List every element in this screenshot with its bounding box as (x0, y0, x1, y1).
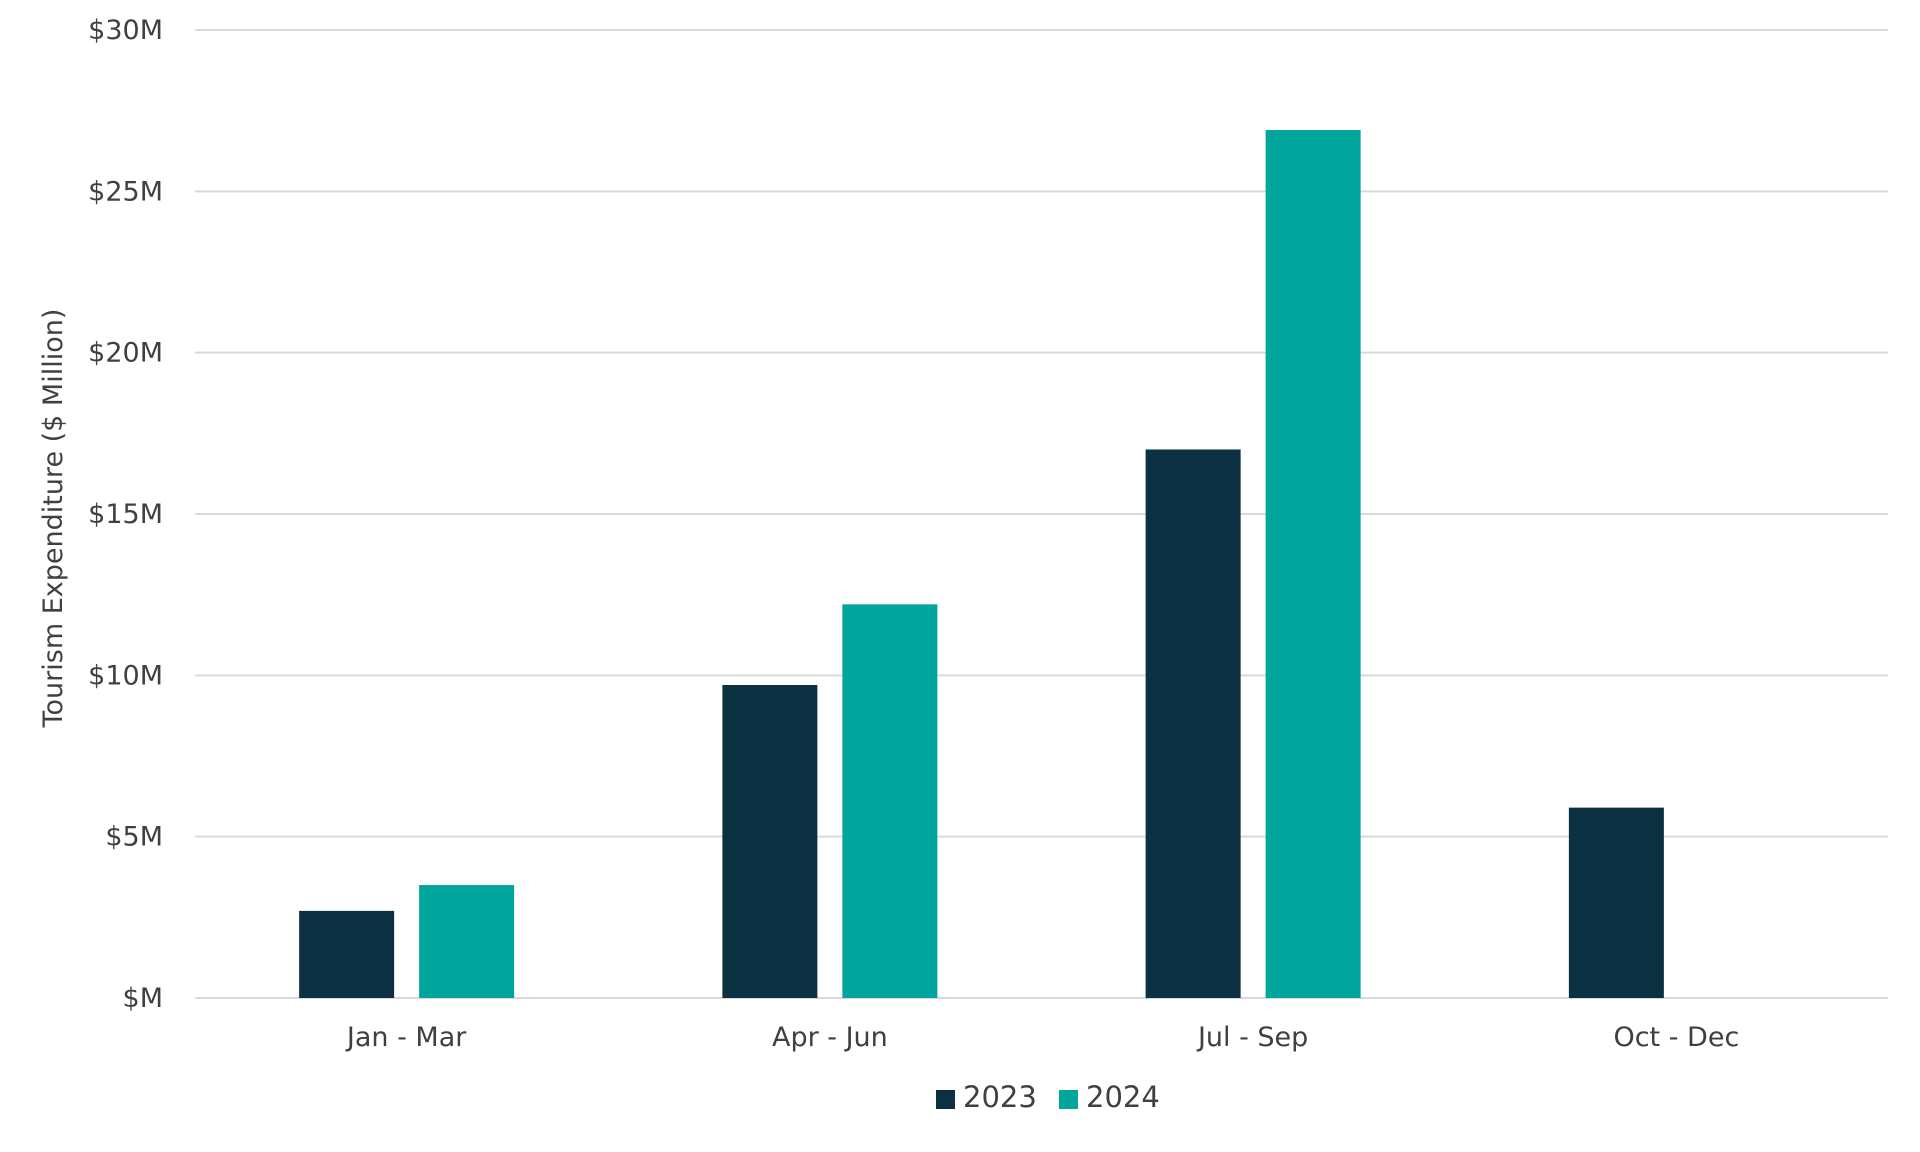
bar-2023 (1145, 449, 1241, 998)
legend-label: 2024 (1086, 1080, 1160, 1114)
x-axis-tick-labels: Jan - Mar Apr - Jun Jul - Sep Oct - Dec (345, 1022, 1739, 1053)
bar-2023 (299, 910, 395, 998)
legend-item: 2023 (936, 1080, 1037, 1114)
bar-2023 (722, 685, 818, 998)
legend: 2023 2024 (936, 1080, 1160, 1114)
legend-swatch (936, 1090, 955, 1109)
bar-2024 (1265, 130, 1361, 998)
y-tick-label: $10M (88, 660, 163, 691)
bar-2023 (1568, 807, 1664, 998)
y-tick-label: $20M (88, 338, 163, 369)
y-tick-label: $15M (88, 499, 163, 530)
y-axis-tick-labels: $M $5M $10M $15M $20M $25M $30M (88, 15, 163, 1014)
bar-2024 (842, 604, 938, 998)
legend-swatch (1059, 1090, 1078, 1109)
legend-item: 2024 (1059, 1080, 1160, 1114)
y-tick-label: $5M (105, 822, 163, 853)
y-tick-label: $30M (88, 15, 163, 46)
x-tick-label: Apr - Jun (772, 1022, 888, 1053)
legend-label: 2023 (963, 1080, 1037, 1114)
x-tick-label: Oct - Dec (1613, 1022, 1739, 1053)
y-axis-title: Tourism Expenditure ($ Million) (38, 309, 69, 729)
x-tick-label: Jul - Sep (1196, 1022, 1308, 1053)
bar-2024 (419, 885, 515, 998)
y-tick-label: $M (123, 983, 163, 1014)
gridlines (195, 29, 1888, 999)
bars (299, 130, 1664, 998)
y-tick-label: $25M (88, 176, 163, 207)
x-tick-label: Jan - Mar (345, 1022, 467, 1053)
